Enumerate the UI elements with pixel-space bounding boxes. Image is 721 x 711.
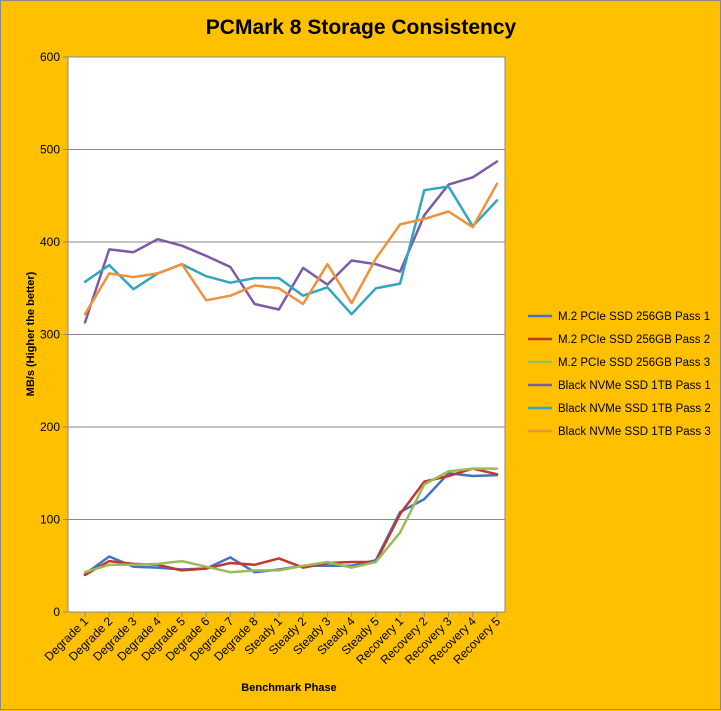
y-tick-label: 600: [40, 50, 60, 64]
legend-label: Black NVMe SSD 1TB Pass 1: [558, 380, 711, 392]
series-line: [83, 182, 499, 316]
gridlines: [68, 149, 505, 520]
y-tick-label: 200: [40, 420, 60, 434]
y-tick-label: 0: [53, 605, 60, 619]
y-axis-title: MB/s (Higher the better): [25, 271, 37, 396]
y-tick-label: 300: [40, 328, 60, 342]
legend-label: M.2 PCIe SSD 256GB Pass 1: [558, 311, 710, 323]
legend-label: M.2 PCIe SSD 256GB Pass 3: [558, 357, 710, 369]
series-lines: [83, 160, 499, 577]
legend-label: Black NVMe SSD 1TB Pass 2: [558, 403, 711, 415]
y-tick-label: 100: [40, 513, 60, 527]
legend: M.2 PCIe SSD 256GB Pass 1 M.2 PCIe SSD 25…: [528, 311, 711, 438]
y-tick-label: 400: [40, 235, 60, 249]
y-axis-ticks: 0 100 200 300 400 500 600: [40, 50, 68, 619]
legend-label: Black NVMe SSD 1TB Pass 3: [558, 426, 711, 438]
series-line: [83, 160, 499, 324]
x-axis-title: Benchmark Phase: [241, 682, 336, 694]
y-tick-label: 500: [40, 143, 60, 157]
series-line: [83, 467, 499, 574]
legend-label: M.2 PCIe SSD 256GB Pass 2: [558, 334, 710, 346]
series-line: [83, 185, 499, 316]
chart-title: PCMark 8 Storage Consistency: [206, 16, 517, 39]
